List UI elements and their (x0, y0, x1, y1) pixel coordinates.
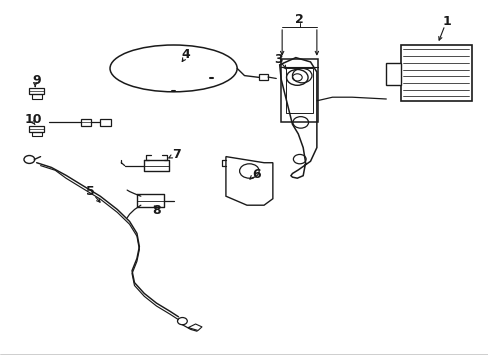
Text: 1: 1 (442, 15, 451, 28)
Text: 10: 10 (24, 113, 42, 126)
Bar (29, 88, 44, 94)
Text: 2: 2 (295, 13, 303, 26)
Bar (29, 126, 44, 132)
Bar (81, 119, 91, 126)
Bar (386, 63, 400, 85)
Text: 5: 5 (86, 185, 95, 198)
Bar (100, 119, 111, 126)
Bar (259, 74, 267, 80)
Bar (400, 45, 471, 101)
Text: 9: 9 (32, 75, 41, 87)
Text: 7: 7 (171, 148, 180, 161)
Bar (281, 59, 317, 122)
Bar (32, 94, 41, 99)
Bar (285, 68, 312, 113)
Text: 4: 4 (181, 48, 190, 61)
Text: 6: 6 (252, 168, 261, 181)
Text: 8: 8 (152, 204, 161, 217)
Bar (32, 132, 41, 136)
Text: 3: 3 (274, 53, 283, 66)
